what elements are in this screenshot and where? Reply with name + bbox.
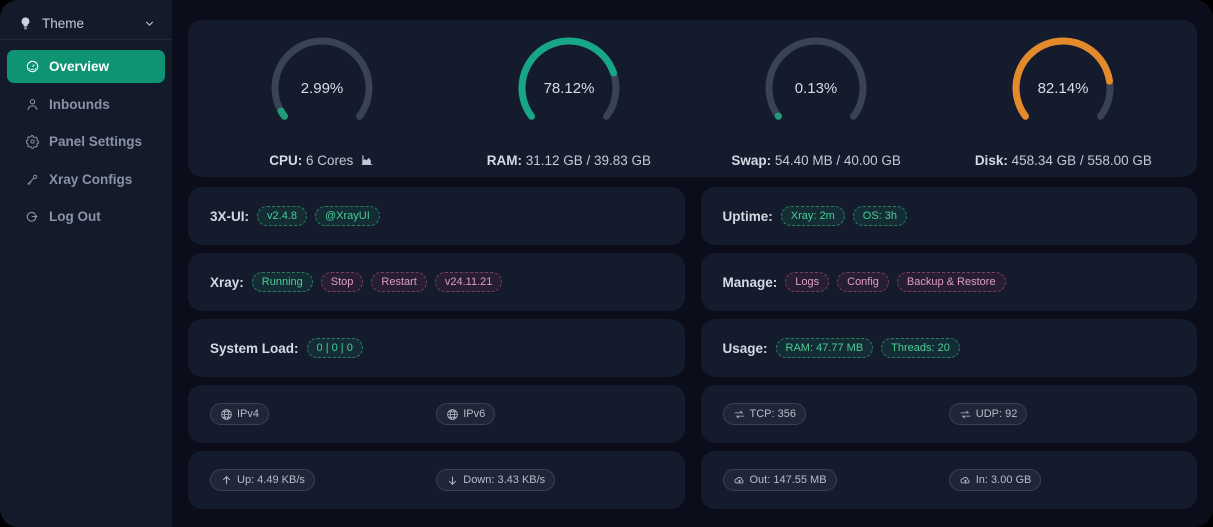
svg-text:78.12%: 78.12%	[543, 80, 594, 97]
svg-text:82.14%: 82.14%	[1038, 80, 1089, 97]
svg-text:2.99%: 2.99%	[300, 80, 343, 97]
svg-text:0.13%: 0.13%	[795, 80, 838, 97]
